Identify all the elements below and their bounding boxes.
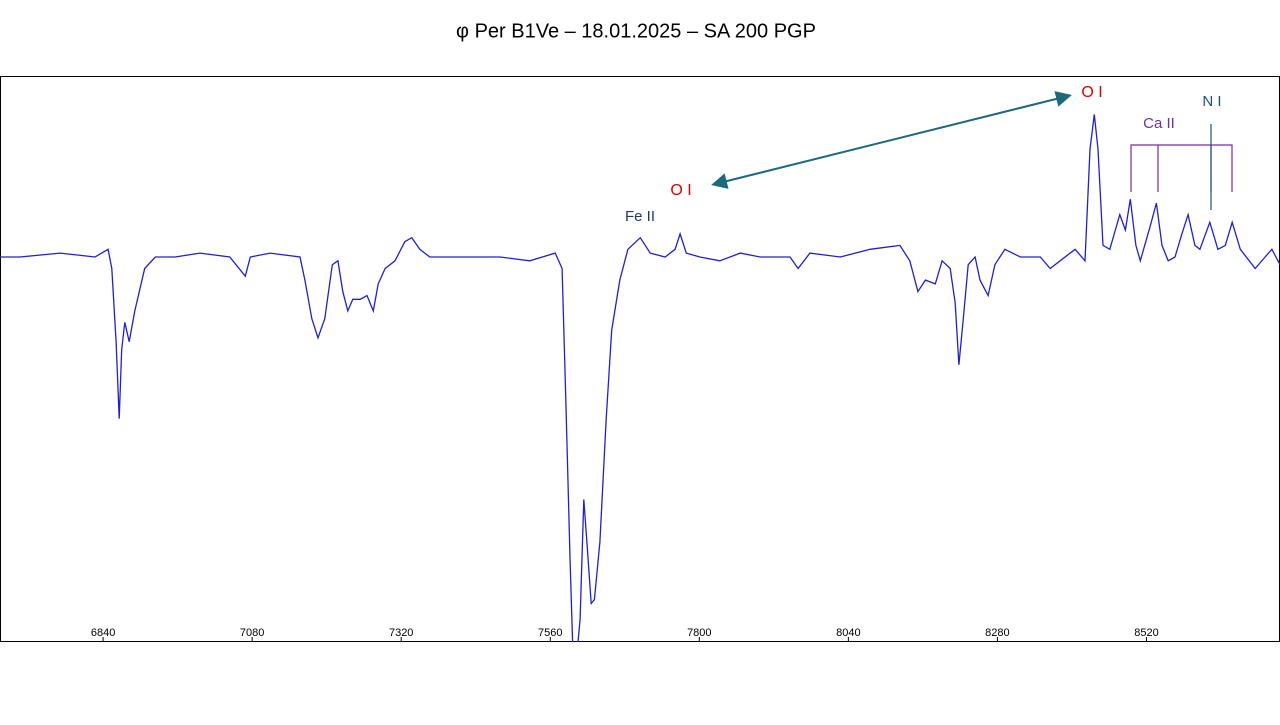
x-tick-label: 7560	[538, 627, 562, 639]
annotation: O I	[1081, 84, 1102, 101]
plot-area	[0, 114, 1280, 642]
x-tick-label: 8280	[985, 627, 1009, 639]
x-tick-label: 8040	[836, 627, 860, 639]
annotation: O I	[670, 182, 691, 199]
x-tick-label: 6840	[91, 627, 115, 639]
annotation: Ca II	[1143, 115, 1175, 132]
x-tick-label: 7080	[240, 627, 264, 639]
x-tick-label: 8520	[1134, 627, 1158, 639]
spectrum-line	[0, 114, 1280, 642]
annotation: Fe II	[625, 208, 655, 225]
x-tick-label: 7800	[687, 627, 711, 639]
line-marker	[1130, 144, 1233, 192]
arrow	[711, 91, 1072, 189]
chart-title: φ Per B1Ve – 18.01.2025 – SA 200 PGP	[456, 20, 816, 42]
plot-frame	[0, 76, 1280, 642]
x-tick-label: 7320	[389, 627, 413, 639]
annotation: N I	[1202, 93, 1221, 110]
